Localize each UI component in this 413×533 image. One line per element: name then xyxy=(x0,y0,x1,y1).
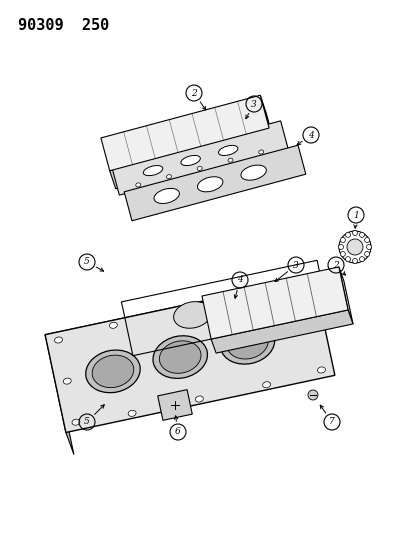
Ellipse shape xyxy=(218,146,237,156)
Polygon shape xyxy=(112,121,288,195)
Text: 7: 7 xyxy=(328,417,334,426)
Text: 5: 5 xyxy=(84,257,90,266)
Ellipse shape xyxy=(240,165,266,180)
Ellipse shape xyxy=(154,188,179,204)
Polygon shape xyxy=(338,267,352,324)
Text: 6: 6 xyxy=(175,427,180,437)
Polygon shape xyxy=(45,278,321,357)
Ellipse shape xyxy=(92,355,133,387)
Ellipse shape xyxy=(173,302,211,328)
Polygon shape xyxy=(101,95,268,171)
Circle shape xyxy=(345,232,350,237)
Ellipse shape xyxy=(262,382,270,388)
Circle shape xyxy=(364,252,369,256)
Text: 3: 3 xyxy=(251,100,256,109)
Text: 4: 4 xyxy=(237,276,242,285)
Polygon shape xyxy=(45,278,334,432)
Polygon shape xyxy=(45,335,74,455)
Ellipse shape xyxy=(308,326,316,332)
Ellipse shape xyxy=(317,367,325,373)
Text: 5: 5 xyxy=(84,417,90,426)
Circle shape xyxy=(339,252,344,256)
Ellipse shape xyxy=(180,156,200,166)
Circle shape xyxy=(345,256,350,262)
Ellipse shape xyxy=(109,322,117,328)
Text: 3: 3 xyxy=(292,261,298,270)
Text: 1: 1 xyxy=(352,211,358,220)
Circle shape xyxy=(351,230,357,236)
Circle shape xyxy=(307,390,317,400)
Polygon shape xyxy=(211,310,352,353)
Text: 4: 4 xyxy=(307,131,313,140)
Polygon shape xyxy=(157,390,192,421)
Circle shape xyxy=(358,256,363,262)
Ellipse shape xyxy=(226,327,268,359)
Ellipse shape xyxy=(197,166,202,171)
Ellipse shape xyxy=(258,150,263,154)
Polygon shape xyxy=(109,128,274,189)
Ellipse shape xyxy=(220,321,274,364)
Polygon shape xyxy=(124,145,305,221)
Ellipse shape xyxy=(55,337,62,343)
Ellipse shape xyxy=(135,183,140,187)
Circle shape xyxy=(351,259,357,263)
Ellipse shape xyxy=(128,410,136,416)
Circle shape xyxy=(366,245,370,249)
Circle shape xyxy=(346,239,362,255)
Text: 2: 2 xyxy=(191,88,197,98)
Circle shape xyxy=(364,238,369,243)
Ellipse shape xyxy=(72,419,80,425)
Ellipse shape xyxy=(228,158,233,162)
Ellipse shape xyxy=(143,166,162,176)
Ellipse shape xyxy=(197,177,222,192)
Ellipse shape xyxy=(85,350,140,393)
Ellipse shape xyxy=(159,341,201,373)
Circle shape xyxy=(358,232,363,237)
Ellipse shape xyxy=(243,294,251,300)
Ellipse shape xyxy=(195,396,203,402)
Ellipse shape xyxy=(152,336,207,378)
Ellipse shape xyxy=(63,378,71,384)
Circle shape xyxy=(338,245,343,249)
Polygon shape xyxy=(260,95,274,146)
Text: 2: 2 xyxy=(332,261,338,270)
Ellipse shape xyxy=(238,288,276,314)
Polygon shape xyxy=(202,267,347,339)
Circle shape xyxy=(339,238,344,243)
Ellipse shape xyxy=(166,175,171,179)
Ellipse shape xyxy=(299,285,307,291)
Text: 90309  250: 90309 250 xyxy=(18,18,109,33)
Ellipse shape xyxy=(176,308,184,314)
